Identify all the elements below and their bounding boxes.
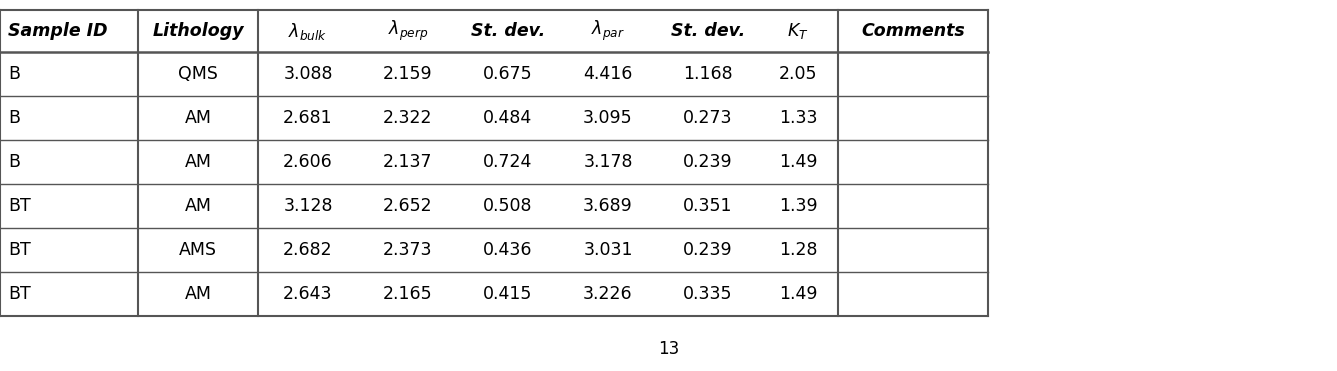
Text: B: B <box>8 109 20 127</box>
Text: 2.159: 2.159 <box>384 65 433 83</box>
Text: 3.095: 3.095 <box>583 109 632 127</box>
Text: 0.415: 0.415 <box>483 285 532 303</box>
Text: AM: AM <box>185 285 211 303</box>
Text: $\lambda_{perp}$: $\lambda_{perp}$ <box>388 19 428 43</box>
Text: AM: AM <box>185 109 211 127</box>
Text: 1.28: 1.28 <box>778 241 817 259</box>
Text: 0.724: 0.724 <box>483 153 532 171</box>
Text: BT: BT <box>8 241 31 259</box>
Text: AMS: AMS <box>179 241 217 259</box>
Text: 2.373: 2.373 <box>384 241 433 259</box>
Text: 3.178: 3.178 <box>583 153 632 171</box>
Text: 0.239: 0.239 <box>683 241 733 259</box>
Text: 0.675: 0.675 <box>483 65 533 83</box>
Text: 0.335: 0.335 <box>683 285 733 303</box>
Text: $K_T$: $K_T$ <box>787 21 809 41</box>
Text: AM: AM <box>185 153 211 171</box>
Text: 1.49: 1.49 <box>778 285 817 303</box>
Text: 2.165: 2.165 <box>384 285 433 303</box>
Text: 1.168: 1.168 <box>683 65 733 83</box>
Text: 1.33: 1.33 <box>778 109 817 127</box>
Text: Sample ID: Sample ID <box>8 22 107 40</box>
Text: 3.031: 3.031 <box>583 241 632 259</box>
Text: Comments: Comments <box>861 22 965 40</box>
Text: 3.128: 3.128 <box>283 197 333 215</box>
Text: $\lambda_{bulk}$: $\lambda_{bulk}$ <box>289 20 328 42</box>
Text: 2.137: 2.137 <box>384 153 433 171</box>
Text: 3.226: 3.226 <box>583 285 632 303</box>
Text: 2.652: 2.652 <box>384 197 433 215</box>
Text: BT: BT <box>8 285 31 303</box>
Text: St. dev.: St. dev. <box>671 22 745 40</box>
Text: Lithology: Lithology <box>152 22 243 40</box>
Text: 0.239: 0.239 <box>683 153 733 171</box>
Text: 13: 13 <box>658 339 679 358</box>
Text: 0.484: 0.484 <box>484 109 532 127</box>
Text: BT: BT <box>8 197 31 215</box>
Text: 0.436: 0.436 <box>483 241 532 259</box>
Text: 0.351: 0.351 <box>683 197 733 215</box>
Text: 0.508: 0.508 <box>483 197 532 215</box>
Text: 2.681: 2.681 <box>283 109 333 127</box>
Text: $\lambda_{par}$: $\lambda_{par}$ <box>591 19 624 43</box>
Text: QMS: QMS <box>178 65 218 83</box>
Text: 0.273: 0.273 <box>683 109 733 127</box>
Text: 4.416: 4.416 <box>583 65 632 83</box>
Text: 2.643: 2.643 <box>283 285 333 303</box>
Text: 1.49: 1.49 <box>778 153 817 171</box>
Text: 2.05: 2.05 <box>778 65 817 83</box>
Text: 2.682: 2.682 <box>283 241 333 259</box>
Text: 2.322: 2.322 <box>384 109 433 127</box>
Text: St. dev.: St. dev. <box>471 22 545 40</box>
Text: 1.39: 1.39 <box>778 197 817 215</box>
Text: 2.606: 2.606 <box>283 153 333 171</box>
Text: B: B <box>8 153 20 171</box>
Text: 3.088: 3.088 <box>283 65 333 83</box>
Text: 3.689: 3.689 <box>583 197 632 215</box>
Text: B: B <box>8 65 20 83</box>
Text: AM: AM <box>185 197 211 215</box>
